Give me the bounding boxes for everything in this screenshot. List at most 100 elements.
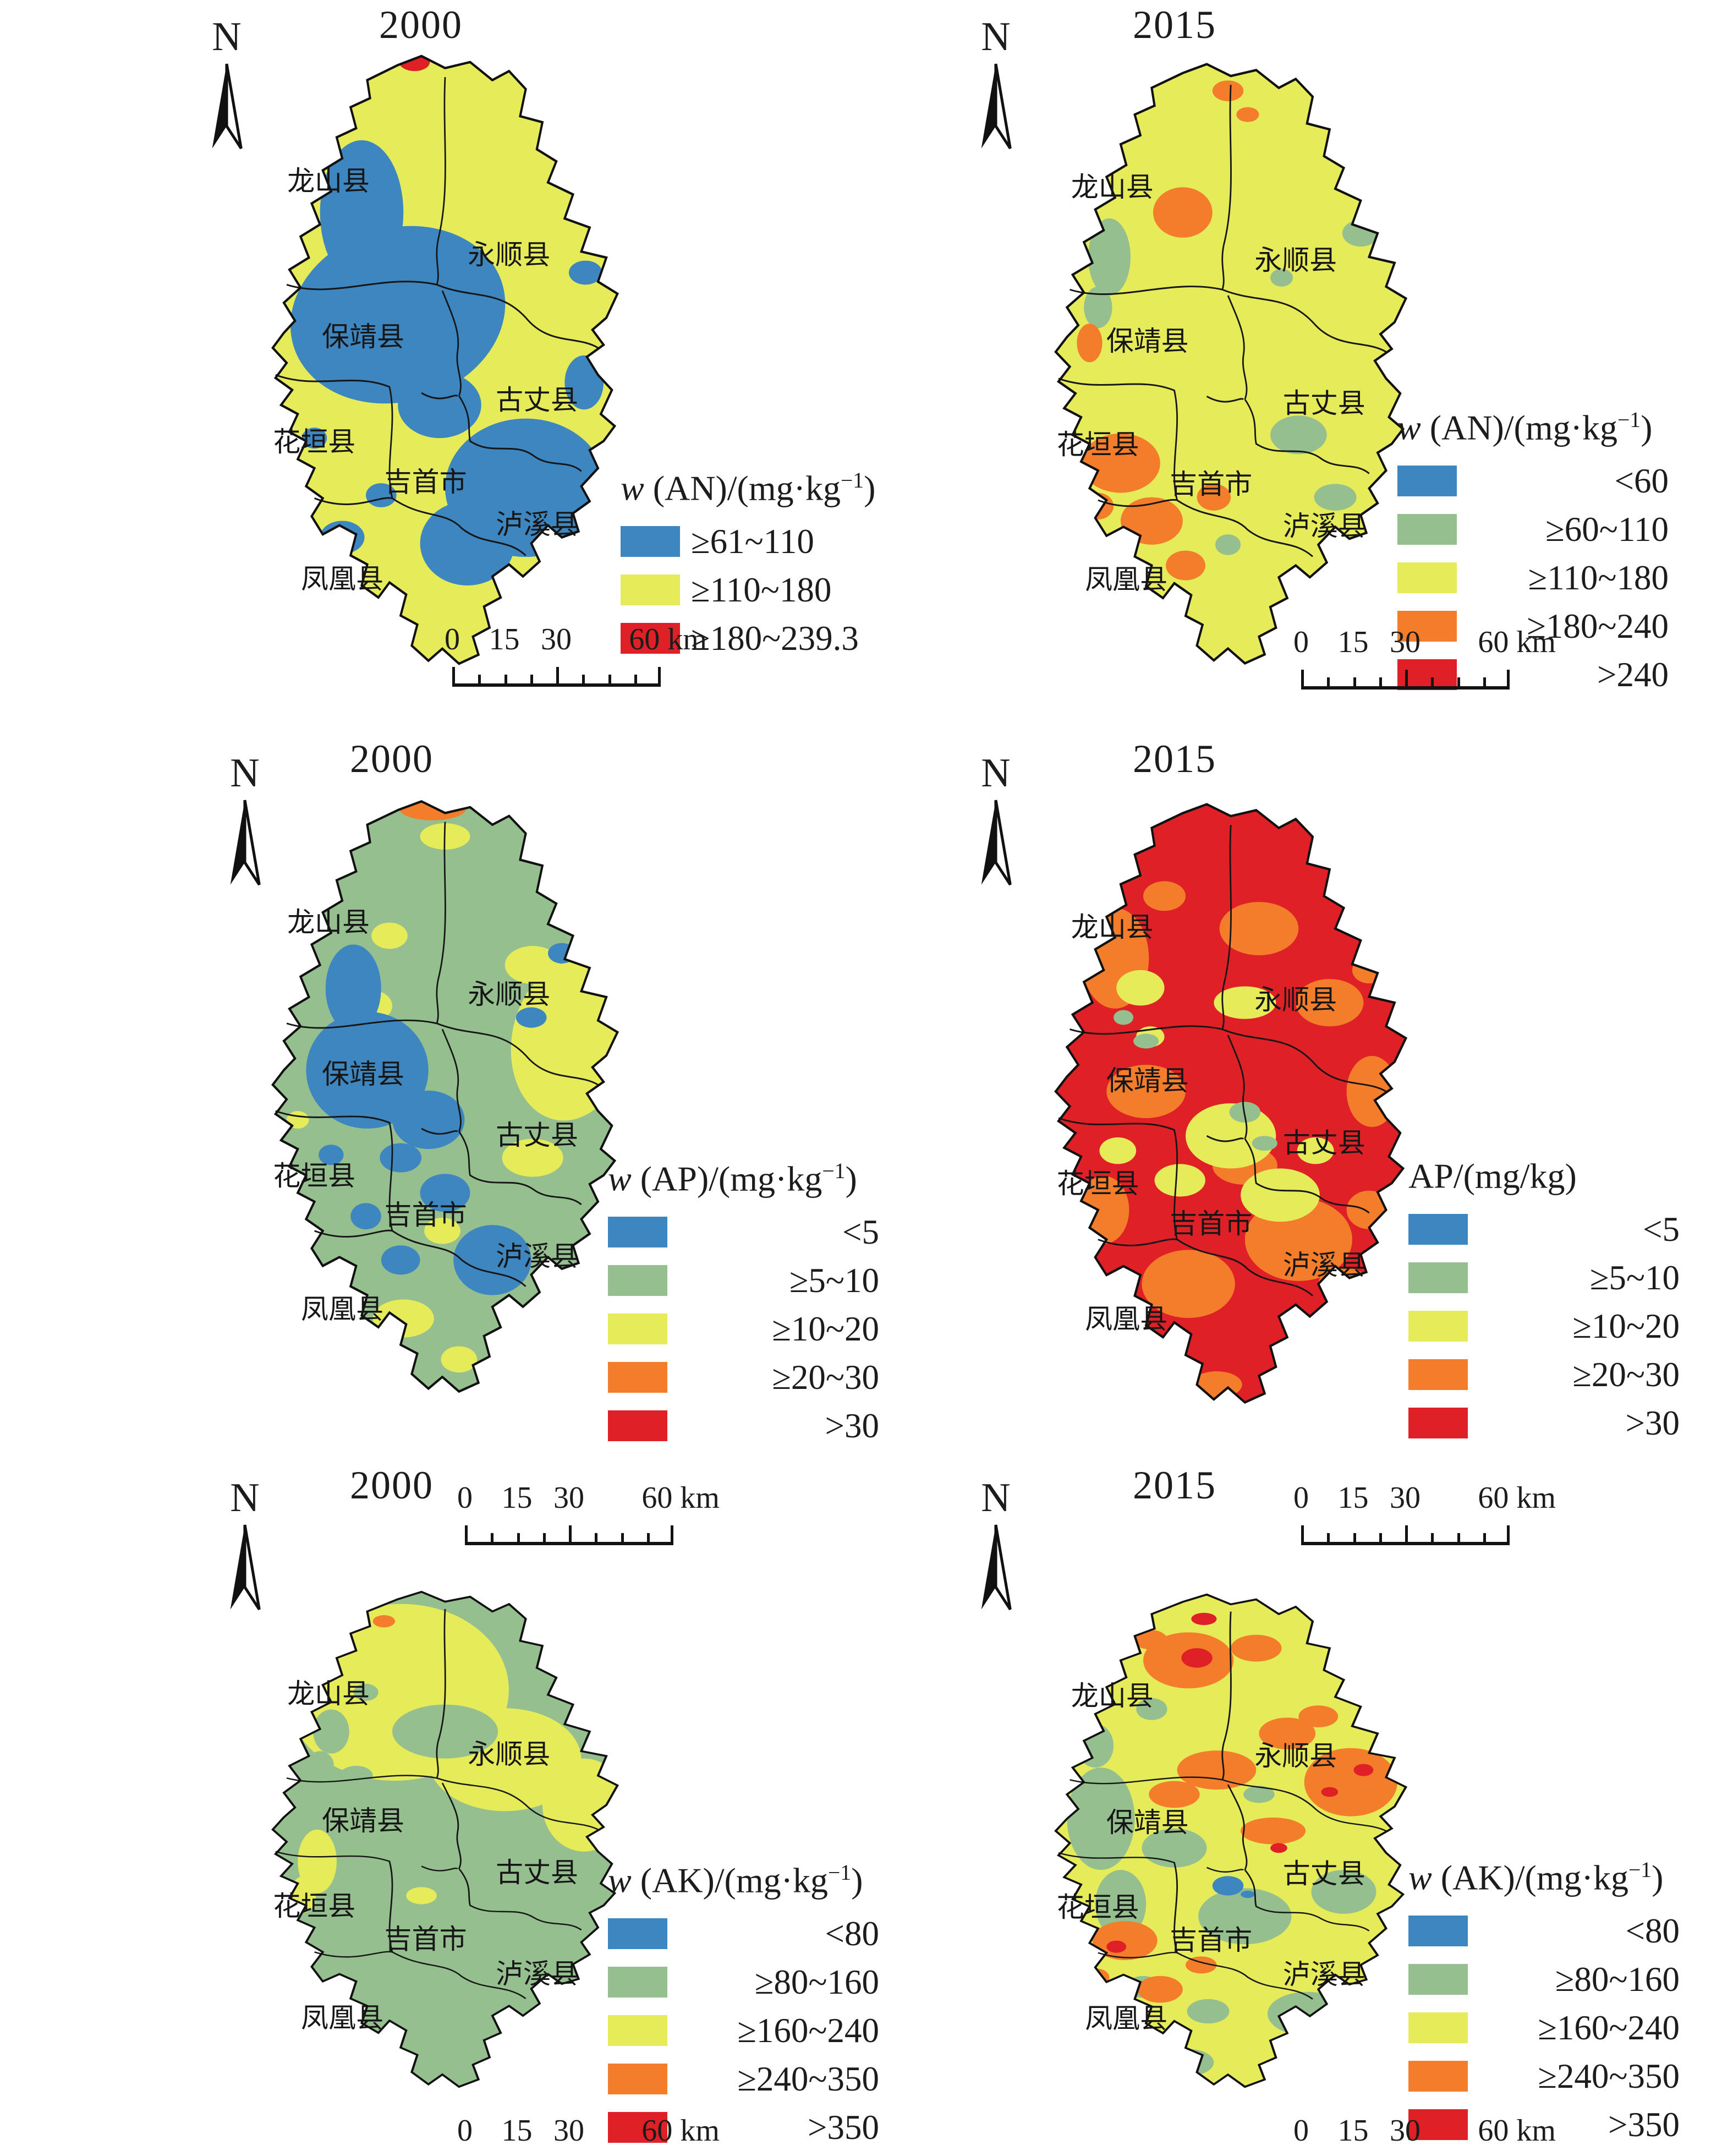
map-ap-2015: 龙山县 永顺县 保靖县 古丈县 花垣县 吉首市 泸溪县 凤凰县 [1016, 792, 1440, 1414]
legend-title: w (AK)/(mg·kg−1) [608, 1860, 863, 1900]
scale-label-0: 0 [1293, 1481, 1309, 1515]
county-label-longshan: 龙山县 [287, 907, 370, 938]
county-label-guzhang: 古丈县 [496, 384, 579, 415]
legend-label: ≥10~20 [1572, 1306, 1680, 1345]
county-label-baojing: 保靖县 [321, 321, 404, 353]
county-label-fenghuang: 凤凰县 [1085, 2002, 1168, 2034]
legend-swatch-red [1408, 2109, 1468, 2141]
county-label-fenghuang: 凤凰县 [301, 563, 384, 594]
scale-bar: 0 15 30 60 km [1293, 625, 1556, 690]
scale-label-0: 0 [1293, 2114, 1309, 2148]
map-ak-2015: 龙山县 永顺县 保靖县 古丈县 花垣县 吉首市 泸溪县 凤凰县 [1016, 1585, 1440, 2097]
scale-label-60: 60 km [641, 2114, 720, 2148]
scale-label-60: 60 km [629, 622, 707, 656]
legend-swatch-red [608, 1410, 667, 1442]
panel-ap-2015: 2015 N [866, 715, 1733, 1545]
north-compass: N [963, 17, 1029, 162]
county-label-guzhang: 古丈县 [496, 1120, 579, 1151]
legend-ak-2000: w (AK)/(mg·kg−1) <80 ≥80~160 ≥160~240 ≥2… [608, 1860, 916, 2152]
county-label-longshan: 龙山县 [1071, 911, 1154, 943]
legend-label: >30 [1625, 1403, 1680, 1442]
choropleth-ap-2000 [234, 790, 651, 1403]
legend-swatch-orange [1408, 1359, 1468, 1391]
county-label-luxi: 泸溪县 [496, 1241, 579, 1272]
legend-row: >30 [608, 1402, 916, 1450]
legend-swatch-yellow [1408, 2012, 1468, 2044]
north-arrow-icon [230, 1524, 261, 1611]
legend-row: ≥20~30 [608, 1353, 916, 1402]
legend-swatch-yellow [1397, 562, 1457, 594]
legend-row: <80 [1408, 1907, 1716, 1955]
legend-swatch-red [1408, 1408, 1468, 1439]
legend-row: ≥110~180 [1397, 554, 1705, 602]
county-label-baojing: 保靖县 [321, 1805, 404, 1837]
map-ak-2000: 龙山县 永顺县 保靖县 古丈县 花垣县 吉首市 泸溪县 凤凰县 [234, 1582, 651, 2097]
scale-bar: 0 15 30 60 km [445, 622, 707, 687]
legend-label: ≥110~180 [1528, 558, 1669, 597]
panel-an-2000: 2000 N [0, 0, 875, 715]
map-ap-2000: 龙山县 永顺县 保靖县 古丈县 花垣县 吉首市 泸溪县 凤凰县 [234, 790, 651, 1403]
county-label-huayuan: 花垣县 [273, 1891, 356, 1922]
north-label: N [981, 751, 1011, 796]
legend-row: ≥160~240 [1408, 2004, 1716, 2052]
legend-label: ≥160~240 [1538, 2008, 1680, 2047]
panel-title: 2000 [350, 1463, 434, 1507]
county-label-huayuan: 花垣县 [1056, 429, 1139, 460]
scale-label-15: 15 [1337, 625, 1369, 659]
county-label-yongshun: 永顺县 [468, 978, 551, 1010]
legend-title: AP/(mg/kg) [1408, 1156, 1577, 1196]
legend-row: ≥10~20 [1408, 1302, 1716, 1350]
north-compass: N [194, 17, 260, 162]
county-label-yongshun: 永顺县 [468, 1738, 551, 1770]
county-label-huayuan: 花垣县 [273, 1160, 356, 1191]
scale-label-0: 0 [445, 622, 460, 656]
legend-an-2000: w (AN)/(mg·kg−1) ≥61~110 ≥110~180 ≥180~2… [621, 468, 929, 663]
county-label-jishou: 吉首市 [384, 467, 467, 498]
legend-swatch-green [1408, 1262, 1468, 1294]
north-label: N [230, 751, 260, 796]
legend-swatch-green [1397, 514, 1457, 545]
county-label-yongshun: 永顺县 [1254, 984, 1337, 1015]
scale-label-0: 0 [457, 2114, 473, 2148]
legend-label: ≥180~240 [1527, 606, 1669, 645]
legend-label: ≥180~239.3 [691, 619, 859, 658]
scale-ruler [465, 1522, 674, 1545]
legend-row: ≥240~350 [608, 2055, 916, 2103]
choropleth-ap-2015 [1016, 792, 1440, 1414]
legend-swatch-orange [608, 2064, 667, 2095]
legend-swatch-green [1408, 1964, 1468, 1995]
legend-row: ≥160~240 [608, 2006, 916, 2055]
legend-swatch-orange [608, 1362, 667, 1393]
scale-ruler [1301, 1522, 1510, 1545]
north-arrow-icon [981, 63, 1012, 150]
legend-label: ≥20~30 [772, 1358, 879, 1397]
map-an-2015: 龙山县 永顺县 保靖县 古丈县 花垣县 吉首市 泸溪县 凤凰县 [1016, 52, 1440, 675]
legend-ak-2015: w (AK)/(mg·kg−1) <80 ≥80~160 ≥160~240 ≥2… [1408, 1857, 1716, 2149]
county-label-longshan: 龙山县 [1071, 1681, 1154, 1712]
choropleth-an-2015 [1016, 52, 1440, 675]
county-label-baojing: 保靖县 [1106, 1807, 1189, 1838]
legend-label: ≥60~110 [1545, 510, 1669, 549]
choropleth-ak-2000 [234, 1582, 651, 2097]
scale-bar: 0 15 30 60 km [457, 1480, 720, 1545]
county-label-baojing: 保靖县 [1106, 1065, 1189, 1096]
legend-title: w (AP)/(mg·kg−1) [608, 1159, 857, 1199]
legend-row: ≥61~110 [621, 517, 929, 566]
north-compass: N [212, 753, 278, 898]
panel-title: 2015 [1133, 3, 1216, 47]
county-label-luxi: 泸溪县 [496, 509, 579, 540]
legend-row: ≥80~160 [608, 1958, 916, 2006]
legend-label: ≥240~350 [737, 2059, 879, 2098]
county-label-huayuan: 花垣县 [273, 426, 356, 457]
scale-label-60: 60 km [1478, 625, 1556, 659]
legend-label: ≥160~240 [737, 2011, 879, 2050]
scale-bar: 0 15 30 60 km [1293, 2113, 1556, 2156]
county-label-guzhang: 古丈县 [1282, 1858, 1365, 1889]
north-label: N [981, 1475, 1011, 1520]
legend-label: <5 [842, 1212, 879, 1251]
county-label-yongshun: 永顺县 [468, 239, 551, 270]
legend-swatch-green [608, 1967, 667, 1998]
panel-ak-2015: 2015 N [866, 1431, 1733, 2156]
legend-row: <60 [1397, 457, 1705, 505]
